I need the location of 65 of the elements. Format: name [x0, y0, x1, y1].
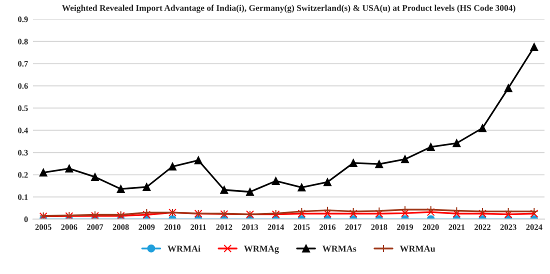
x-tick-label: 2012 [216, 224, 232, 230]
y-tick-label: 0.4 [18, 128, 28, 134]
legend-label: WRMAs [322, 246, 356, 252]
x-tick-label: 2017 [345, 224, 362, 230]
point [298, 183, 306, 192]
x-tick-label: 2006 [61, 224, 78, 230]
x-tick-label: 2014 [268, 224, 284, 230]
y-tick-label: 0.3 [18, 150, 28, 156]
point [91, 172, 99, 181]
point [349, 158, 358, 167]
point [65, 164, 74, 173]
point [452, 210, 461, 218]
chart-title: Weighted Revealed Import Advantage of India(i), Germany(g) Switzerland(s) & USA(u) at Product levels (HS Code 3004) [62, 4, 516, 13]
x-tick-label: 2008 [112, 224, 129, 230]
point [530, 210, 538, 218]
point [272, 176, 280, 185]
point [142, 182, 151, 191]
point [324, 178, 332, 186]
point [324, 206, 332, 214]
x-tick-label: 2021 [448, 224, 465, 230]
y-tick-label: 0.1 [18, 194, 28, 200]
point [168, 162, 176, 171]
point [324, 210, 332, 218]
x-tick-label: 2024 [526, 224, 542, 230]
x-tick-label: 2016 [320, 224, 336, 230]
legend-label: WRMAi [168, 245, 200, 252]
point [530, 42, 538, 51]
y-tick-label: 0 [24, 216, 28, 222]
y-tick-label: 0.5 [18, 105, 28, 112]
point [220, 186, 228, 194]
point [375, 160, 384, 168]
x-tick-label: 2020 [422, 224, 439, 230]
point [298, 210, 306, 218]
point [478, 210, 486, 218]
x-tick-label: 2019 [397, 224, 414, 230]
legend-label: WRMAg [244, 246, 279, 254]
point [426, 208, 435, 216]
x-tick-label: 2009 [138, 224, 155, 230]
point [194, 156, 202, 164]
x-tick-label: 2011 [190, 224, 206, 230]
point [349, 210, 358, 218]
x-tick-label: 2005 [35, 224, 52, 230]
point [504, 207, 512, 216]
point [530, 207, 538, 216]
point [116, 184, 125, 193]
y-tick-label: 0.2 [18, 172, 28, 178]
point [246, 188, 254, 196]
point [478, 124, 486, 132]
x-tick-label: 2015 [294, 224, 310, 230]
y-tick-label: 0.6 [18, 83, 28, 89]
x-tick-label: 2022 [474, 224, 490, 230]
x-tick-label: 2007 [87, 224, 104, 230]
x-tick-label: 2023 [500, 224, 516, 230]
point [504, 84, 512, 92]
point [426, 142, 435, 151]
point [39, 168, 48, 177]
x-tick-label: 2013 [242, 224, 258, 230]
point [452, 139, 461, 148]
legend-label: WRMAu [400, 246, 436, 252]
y-tick-label: 0.7 [18, 60, 28, 67]
point [401, 155, 409, 164]
x-tick-label: 2010 [164, 224, 181, 230]
x-tick-label: 2018 [371, 224, 388, 230]
y-tick-label: 0.9 [18, 16, 28, 22]
y-tick-label: 0.8 [18, 38, 28, 44]
